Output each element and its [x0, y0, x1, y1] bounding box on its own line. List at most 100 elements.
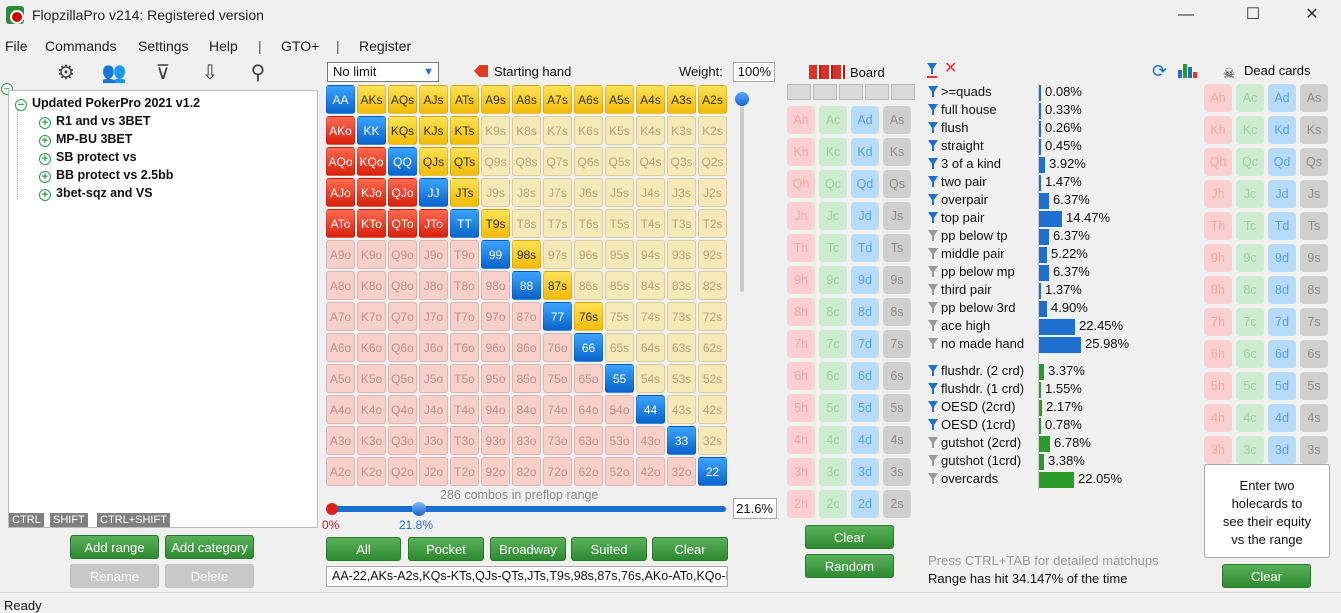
- stat-row[interactable]: 3 of a kind 3.92%: [928, 156, 1128, 174]
- stat-row[interactable]: no made hand 25.98%: [928, 336, 1129, 354]
- board-card-Jc[interactable]: Jc: [819, 202, 847, 230]
- hand-cell-85o[interactable]: 85o: [512, 364, 541, 393]
- range-slider-max-knob[interactable]: [412, 502, 426, 516]
- hand-cell-T7o[interactable]: T7o: [450, 302, 479, 331]
- hand-cell-76o[interactable]: 76o: [543, 333, 572, 362]
- hand-cell-KTs[interactable]: KTs: [450, 116, 479, 145]
- dead-card-Jd[interactable]: Jd: [1268, 180, 1296, 208]
- hand-cell-84o[interactable]: 84o: [512, 395, 541, 424]
- stat-row[interactable]: straight 0.45%: [928, 138, 1128, 156]
- hand-cell-97s[interactable]: 97s: [543, 240, 572, 269]
- board-card-5s[interactable]: 5s: [883, 394, 911, 422]
- menu-help[interactable]: Help: [209, 38, 238, 54]
- expand-icon[interactable]: +: [39, 171, 51, 183]
- board-card-2h[interactable]: 2h: [787, 490, 815, 518]
- hand-cell-82o[interactable]: 82o: [512, 457, 541, 486]
- select-pocket-button[interactable]: Pocket: [408, 537, 484, 561]
- hand-cell-KJs[interactable]: KJs: [419, 116, 448, 145]
- tree-item[interactable]: + SB protect vs: [39, 150, 137, 165]
- hand-cell-A8s[interactable]: A8s: [512, 85, 541, 114]
- stat-row[interactable]: gutshot (1crd) 3.38%: [928, 453, 1128, 471]
- board-card-Kh[interactable]: Kh: [787, 138, 815, 166]
- stat-row[interactable]: flushdr. (1 crd) 1.55%: [928, 381, 1128, 399]
- board-card-6d[interactable]: 6d: [851, 362, 879, 390]
- hand-cell-Q4o[interactable]: Q4o: [388, 395, 417, 424]
- hand-cell-87s[interactable]: 87s: [543, 271, 572, 300]
- tree-item[interactable]: + MP-BU 3BET: [39, 132, 132, 147]
- add-category-button[interactable]: Add category: [165, 535, 254, 559]
- hand-cell-93s[interactable]: 93s: [667, 240, 696, 269]
- hand-cell-Q3s[interactable]: Q3s: [667, 147, 696, 176]
- stat-row[interactable]: pp below mp 6.37%: [928, 264, 1128, 282]
- hand-cell-54o[interactable]: 54o: [605, 395, 634, 424]
- board-card-Ks[interactable]: Ks: [883, 138, 911, 166]
- hand-cell-KQo[interactable]: KQo: [357, 147, 386, 176]
- hand-cell-44[interactable]: 44: [636, 395, 665, 424]
- hand-cell-72s[interactable]: 72s: [698, 302, 727, 331]
- board-card-9h[interactable]: 9h: [787, 266, 815, 294]
- hand-cell-AJs[interactable]: AJs: [419, 85, 448, 114]
- filter-add-icon[interactable]: ⊽: [155, 62, 171, 84]
- hand-cell-62s[interactable]: 62s: [698, 333, 727, 362]
- hand-cell-K4s[interactable]: K4s: [636, 116, 665, 145]
- dead-card-7h[interactable]: 7h: [1204, 308, 1232, 336]
- hand-cell-64s[interactable]: 64s: [636, 333, 665, 362]
- dead-card-Qs[interactable]: Qs: [1300, 148, 1328, 176]
- dead-card-Kh[interactable]: Kh: [1204, 116, 1232, 144]
- board-card-3c[interactable]: 3c: [819, 458, 847, 486]
- weight-input[interactable]: 100%: [733, 62, 775, 82]
- board-card-2s[interactable]: 2s: [883, 490, 911, 518]
- board-slot[interactable]: [813, 84, 837, 100]
- hand-cell-93o[interactable]: 93o: [481, 426, 510, 455]
- hand-cell-95o[interactable]: 95o: [481, 364, 510, 393]
- filter-icon[interactable]: [928, 437, 938, 449]
- stat-row[interactable]: ace high 22.45%: [928, 318, 1128, 336]
- dead-card-Qh[interactable]: Qh: [1204, 148, 1232, 176]
- board-slot[interactable]: [865, 84, 889, 100]
- hand-cell-74o[interactable]: 74o: [543, 395, 572, 424]
- tree-root[interactable]: − Updated PokerPro 2021 v1.2: [15, 96, 200, 111]
- stat-row[interactable]: third pair 1.37%: [928, 282, 1128, 300]
- hand-cell-Q9s[interactable]: Q9s: [481, 147, 510, 176]
- hand-cell-K4o[interactable]: K4o: [357, 395, 386, 424]
- hand-cell-K5s[interactable]: K5s: [605, 116, 634, 145]
- hand-cell-A3s[interactable]: A3s: [667, 85, 696, 114]
- hand-cell-AKs[interactable]: AKs: [357, 85, 386, 114]
- hand-cell-A4s[interactable]: A4s: [636, 85, 665, 114]
- percent-range-slider[interactable]: [326, 502, 729, 516]
- hand-cell-88[interactable]: 88: [512, 271, 541, 300]
- stat-row[interactable]: full house 0.33%: [928, 102, 1128, 120]
- maximize-button[interactable]: ☐: [1245, 6, 1261, 23]
- hand-cell-A9s[interactable]: A9s: [481, 85, 510, 114]
- hand-cell-A8o[interactable]: A8o: [326, 271, 355, 300]
- dead-card-6h[interactable]: 6h: [1204, 340, 1232, 368]
- hand-cell-A5o[interactable]: A5o: [326, 364, 355, 393]
- hand-cell-32s[interactable]: 32s: [698, 426, 727, 455]
- slider-knob[interactable]: [735, 92, 749, 106]
- filter-icon[interactable]: [928, 230, 938, 242]
- dead-card-Js[interactable]: Js: [1300, 180, 1328, 208]
- hand-cell-32o[interactable]: 32o: [667, 457, 696, 486]
- dead-card-3d[interactable]: 3d: [1268, 436, 1296, 464]
- expand-icon[interactable]: +: [39, 135, 51, 147]
- users-icon[interactable]: 👥: [101, 62, 127, 84]
- hand-cell-J5s[interactable]: J5s: [605, 178, 634, 207]
- board-card-Qd[interactable]: Qd: [851, 170, 879, 198]
- range-text-input[interactable]: AA-22,AKs-A2s,KQs-KTs,QJs-QTs,JTs,T9s,98…: [326, 566, 728, 587]
- dead-card-Th[interactable]: Th: [1204, 212, 1232, 240]
- board-card-5h[interactable]: 5h: [787, 394, 815, 422]
- dead-card-8d[interactable]: 8d: [1268, 276, 1296, 304]
- board-card-9c[interactable]: 9c: [819, 266, 847, 294]
- menu-commands[interactable]: Commands: [45, 38, 117, 54]
- board-card-Qh[interactable]: Qh: [787, 170, 815, 198]
- hand-cell-Q2s[interactable]: Q2s: [698, 147, 727, 176]
- dead-card-4d[interactable]: 4d: [1268, 404, 1296, 432]
- filter-icon[interactable]: [928, 338, 938, 350]
- hand-cell-33[interactable]: 33: [667, 426, 696, 455]
- filter-icon[interactable]: [928, 122, 938, 134]
- hand-cell-J8s[interactable]: J8s: [512, 178, 541, 207]
- dead-card-4c[interactable]: 4c: [1236, 404, 1264, 432]
- dead-card-6c[interactable]: 6c: [1236, 340, 1264, 368]
- hand-cell-63o[interactable]: 63o: [574, 426, 603, 455]
- dead-card-Ah[interactable]: Ah: [1204, 84, 1232, 112]
